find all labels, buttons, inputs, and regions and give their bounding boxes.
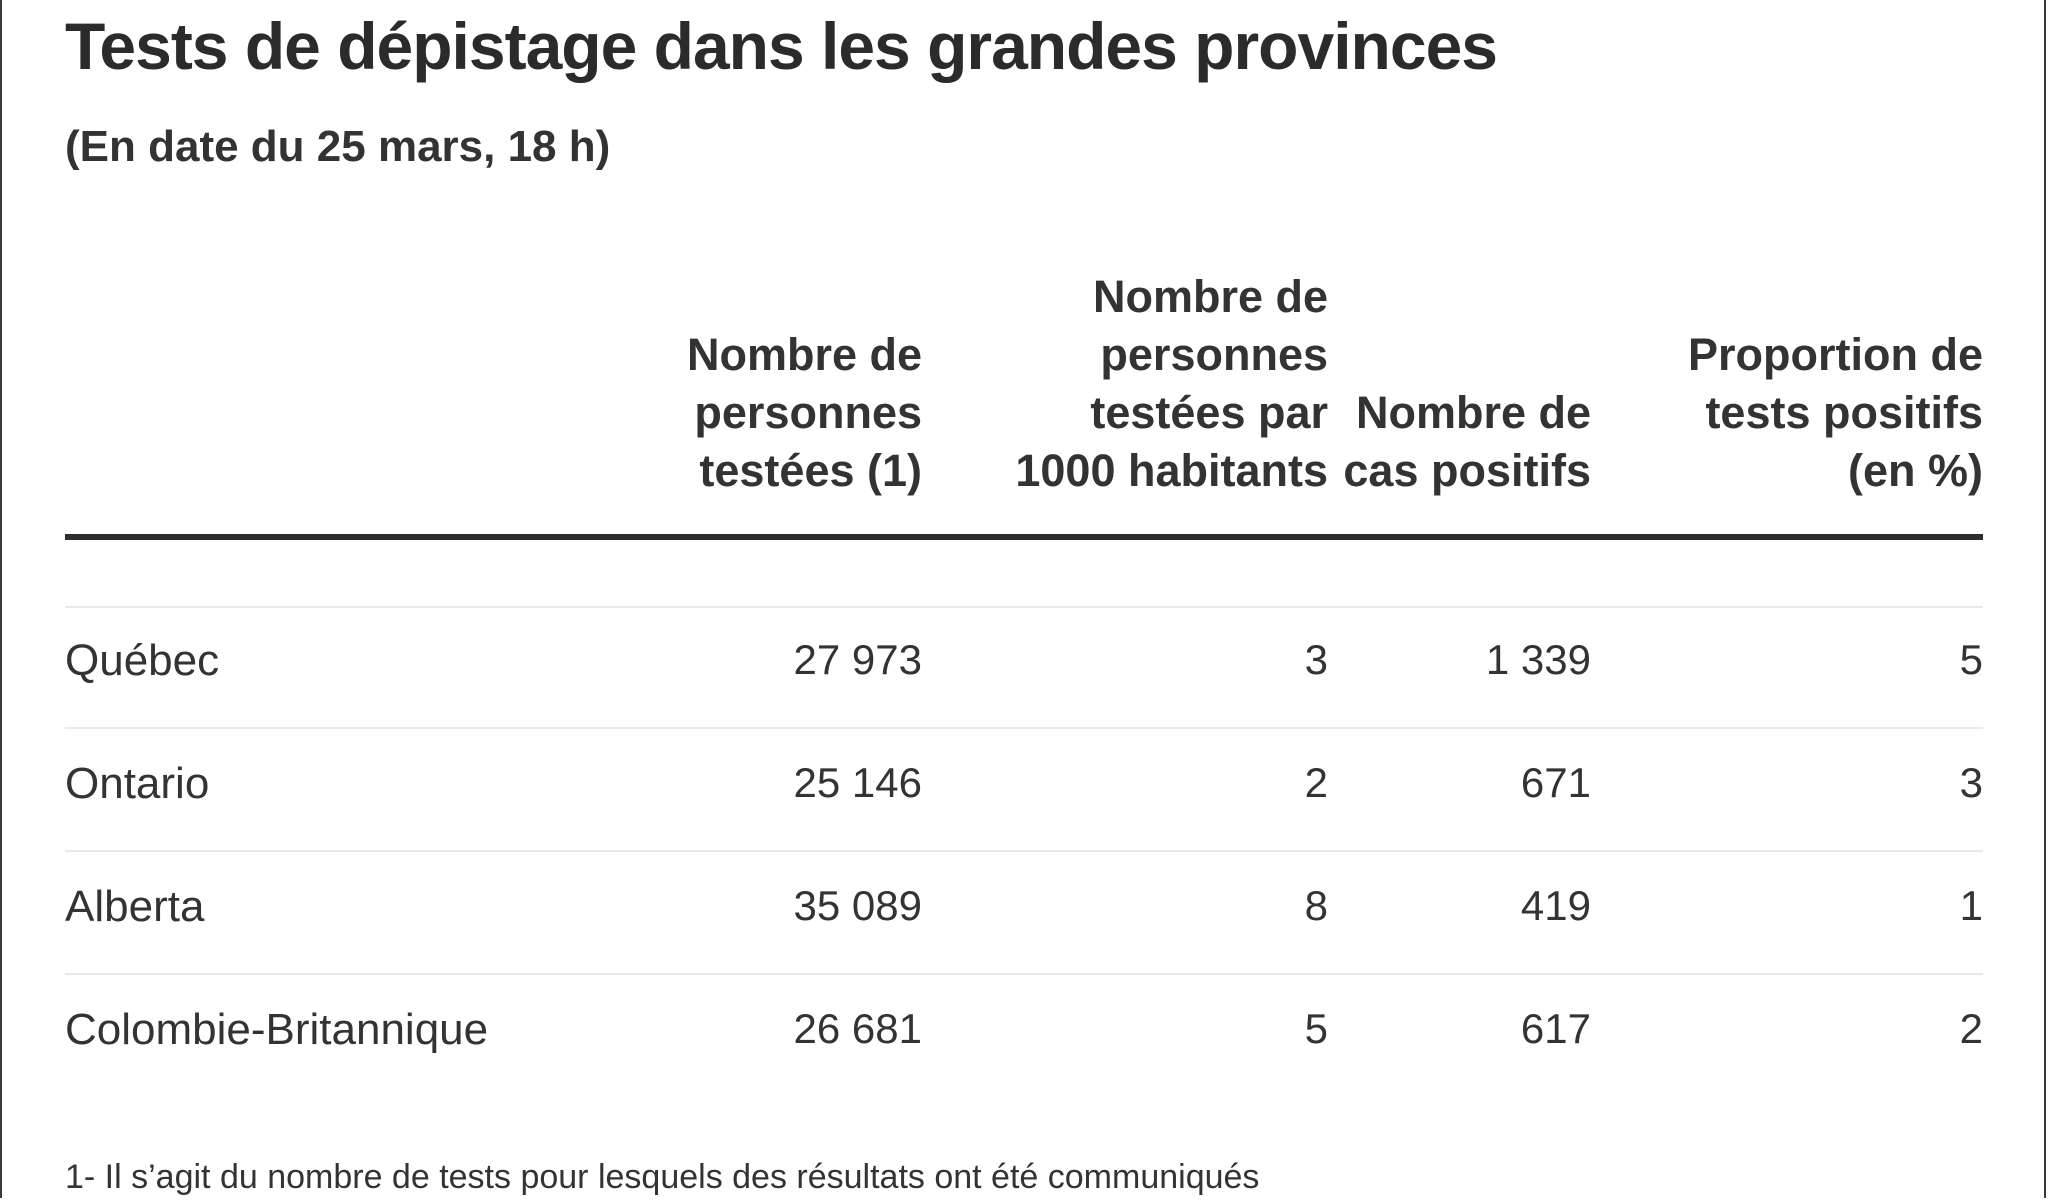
data-table: Nombre de personnes testées (1) Nombre d… <box>65 260 1983 1054</box>
cell-pct-positive: 3 <box>1959 759 1983 806</box>
table-row: Alberta 35 089 8 419 1 <box>65 852 1983 975</box>
table-body: Québec 27 973 3 1 339 5 Ontario 25 146 2 671 3 Alb… <box>65 606 1983 1096</box>
header-line: personnes <box>694 387 922 438</box>
cell-per-1000: 3 <box>1304 636 1328 683</box>
header-line: tests positifs <box>1705 387 1983 438</box>
header-line: cas positifs <box>1343 445 1591 496</box>
header-line: testées par <box>1090 387 1328 438</box>
header-divider <box>65 534 1983 540</box>
header-line: 1000 habitants <box>1015 445 1328 496</box>
cell-positive: 671 <box>1520 759 1591 806</box>
column-header-tested: Nombre de personnes testées (1) <box>687 326 922 500</box>
cell-province: Alberta <box>65 882 205 931</box>
table-title: Tests de dépistage dans les grandes prov… <box>65 9 1498 83</box>
cell-pct-positive: 5 <box>1959 636 1983 683</box>
header-line: Nombre de <box>1092 271 1328 322</box>
header-line: personnes <box>1100 329 1328 380</box>
row-divider <box>65 606 1983 608</box>
cell-pct-positive: 2 <box>1959 1005 1983 1052</box>
cell-positive: 419 <box>1520 882 1591 929</box>
table-row: Ontario 25 146 2 671 3 <box>65 729 1983 852</box>
cell-per-1000: 5 <box>1304 1005 1328 1052</box>
cell-per-1000: 8 <box>1304 882 1328 929</box>
table-row: Québec 27 973 3 1 339 5 <box>65 606 1983 729</box>
cell-province: Québec <box>65 636 220 685</box>
cell-province: Ontario <box>65 759 210 808</box>
cell-per-1000: 2 <box>1304 759 1328 806</box>
cell-tested: 25 146 <box>793 759 922 806</box>
header-line: Nombre de <box>686 329 922 380</box>
table-row: Colombie-Britannique 26 681 5 617 2 <box>65 975 1983 1096</box>
cell-positive: 617 <box>1520 1005 1591 1052</box>
column-header-pct-positive: Proportion de tests positifs (en %) <box>1688 326 1983 500</box>
table-subtitle: (En date du 25 mars, 18 h) <box>65 122 611 171</box>
header-line: (en %) <box>1848 445 1983 496</box>
cell-pct-positive: 1 <box>1959 882 1983 929</box>
cell-tested: 35 089 <box>793 882 922 929</box>
cell-tested: 26 681 <box>793 1005 922 1052</box>
column-header-per-1000: Nombre de personnes testées par 1000 hab… <box>1015 268 1328 500</box>
header-line: testées (1) <box>699 445 922 496</box>
cell-tested: 27 973 <box>793 636 922 683</box>
cell-province: Colombie-Britannique <box>65 1005 489 1054</box>
cell-positive: 1 339 <box>1485 636 1591 683</box>
footnote: 1- Il s’agit du nombre de tests pour les… <box>65 1158 1260 1196</box>
header-line: Nombre de <box>1355 387 1591 438</box>
table-header-row: Nombre de personnes testées (1) Nombre d… <box>65 260 1983 540</box>
column-header-positive: Nombre de cas positifs <box>1343 384 1591 500</box>
header-line: Proportion de <box>1688 329 1983 380</box>
